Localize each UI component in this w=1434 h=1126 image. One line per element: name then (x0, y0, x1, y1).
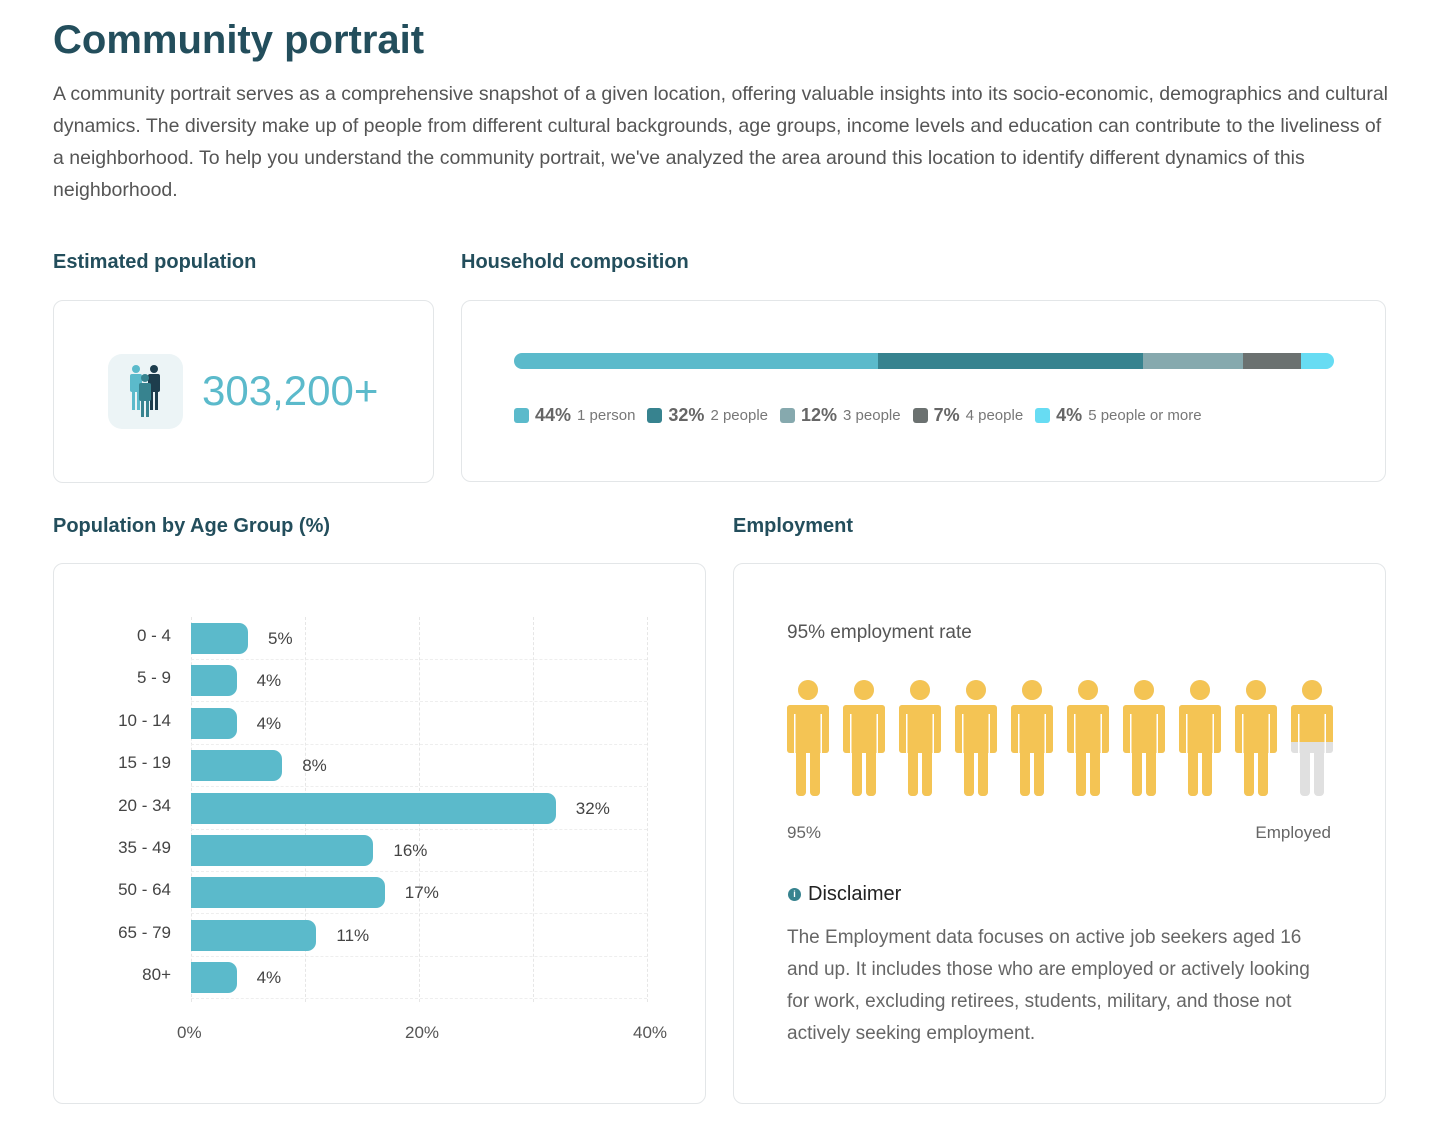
bar (191, 877, 385, 909)
data-label: 4% (256, 713, 282, 733)
household-segment (514, 353, 879, 369)
bar (191, 707, 237, 739)
employment-right-label: Employed (1255, 823, 1331, 842)
data-label: 5% (268, 629, 293, 648)
household-segment (1242, 353, 1301, 369)
person-icon (1123, 680, 1165, 796)
bar (191, 962, 237, 994)
legend-swatch (514, 408, 529, 423)
page-title: Community portrait (53, 18, 425, 62)
legend-percent: 7% (933, 405, 960, 425)
bar (191, 919, 317, 951)
gridline (191, 659, 647, 660)
legend-item: 32% 2 people (647, 405, 768, 426)
people-group-icon (108, 354, 183, 429)
y-tick-label: 5 - 9 (136, 668, 171, 688)
gridline (191, 701, 647, 703)
legend-percent: 12% (801, 405, 838, 425)
legend-swatch (1035, 408, 1051, 423)
household-segment (878, 353, 1144, 369)
info-icon: i (788, 888, 801, 901)
employment-heading: Employment (733, 515, 854, 537)
y-tick-label: 50 - 64 (118, 880, 171, 900)
gridline (191, 828, 647, 830)
x-tick-label: 0% (177, 1023, 202, 1042)
disclaimer-text: The Employment data focuses on active jo… (787, 927, 1310, 1044)
bar (191, 665, 237, 697)
household-legend: 44% 1 person 32% 2 people 12% 3 people 7% 4 peo… (514, 405, 1202, 426)
gridline (191, 743, 647, 745)
person-icon (1011, 680, 1053, 796)
legend-label: 5 people or more (1088, 407, 1202, 424)
data-label: 32% (575, 798, 610, 818)
y-tick-label: 65 - 79 (118, 922, 171, 942)
person-icon (1067, 680, 1109, 796)
x-tick-label: 20% (405, 1023, 440, 1042)
legend-swatch (912, 408, 928, 423)
x-tick-label: 40% (633, 1023, 668, 1042)
employment-rate-text: 95% employment rate (787, 622, 972, 643)
legend-item: 4% 5 people or more (1035, 405, 1202, 426)
intro-text: A community portrait serves as a compreh… (53, 83, 1389, 201)
legend-percent: 44% (535, 405, 572, 425)
y-tick-label: 35 - 49 (118, 838, 171, 857)
data-label: 17% (404, 883, 439, 903)
y-tick-label: 20 - 34 (118, 795, 171, 815)
legend-item: 7% 4 people (912, 405, 1024, 426)
person-icon (1179, 680, 1221, 796)
population-value: 303,200+ (202, 367, 379, 414)
legend-label: 4 people (965, 407, 1024, 424)
data-label: 4% (256, 968, 282, 988)
person-icon (955, 680, 997, 796)
age-card (53, 563, 706, 1104)
data-label: 11% (336, 925, 370, 945)
legend-swatch (647, 408, 663, 423)
legend-label: 2 people (710, 407, 768, 424)
legend-percent: 32% (668, 405, 705, 425)
age-heading: Population by Age Group (%) (53, 515, 331, 537)
employment-card (733, 563, 1386, 1104)
legend-item: 12% 3 people (780, 405, 901, 426)
gridline (191, 871, 647, 872)
data-label: 16% (393, 841, 428, 860)
y-tick-label: 80+ (142, 965, 171, 985)
household-segment (1143, 353, 1243, 369)
person-icon (787, 680, 829, 796)
population-card: 303,200+ (53, 300, 434, 483)
person-icon (899, 680, 941, 796)
household-stacked-bar (514, 353, 1334, 369)
data-label: 8% (302, 756, 327, 776)
bar (191, 750, 283, 782)
legend-item: 44% 1 person (514, 405, 635, 426)
y-tick-label: 0 - 4 (136, 626, 171, 645)
gridline (191, 998, 647, 1000)
legend-label: 3 people (843, 407, 901, 424)
gridline (647, 617, 648, 1002)
gridline (191, 913, 647, 915)
population-heading: Estimated population (53, 251, 257, 273)
bar (191, 792, 556, 824)
person-icon (1235, 680, 1277, 796)
legend-percent: 4% (1056, 405, 1083, 425)
data-label: 4% (256, 671, 282, 691)
disclaimer-title: Disclaimer (808, 883, 902, 905)
gridline (191, 955, 647, 957)
bar (191, 623, 248, 654)
y-tick-label: 10 - 14 (118, 710, 171, 730)
household-card: 44% 1 person 32% 2 people 12% 3 people 7% 4 peo… (461, 300, 1386, 482)
household-segment (1300, 353, 1334, 369)
gridline (191, 786, 647, 788)
y-tick-label: 15 - 19 (118, 753, 171, 773)
legend-label: 1 person (577, 407, 636, 424)
employment-left-label: 95% (787, 823, 822, 842)
person-icon (843, 680, 885, 796)
person-icon (1291, 680, 1333, 796)
household-heading: Household composition (461, 251, 689, 273)
legend-swatch (780, 408, 795, 423)
bar (191, 835, 374, 866)
